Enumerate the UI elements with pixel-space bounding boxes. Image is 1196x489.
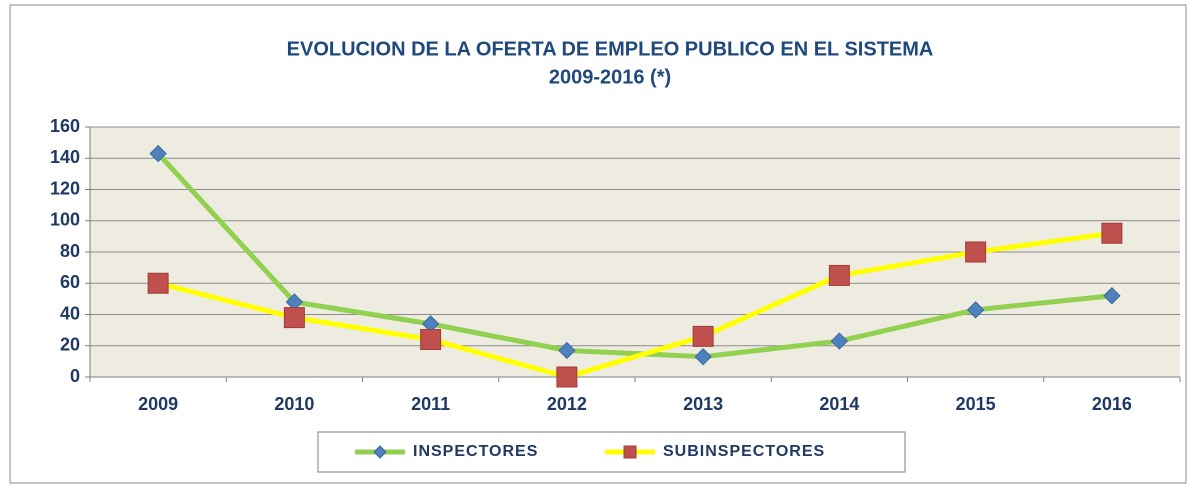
chart-title: EVOLUCION DE LA OFERTA DE EMPLEO PUBLICO… [287,38,934,60]
y-tick-label: 40 [60,303,80,323]
marker [558,341,576,360]
marker [147,272,169,294]
y-tick-label: 120 [50,178,80,198]
marker [623,445,637,459]
x-tick-label: 2015 [956,394,996,414]
marker [1101,222,1123,244]
x-tick-label: 2009 [138,394,178,414]
y-tick-label: 20 [60,335,80,355]
x-tick-label: 2011 [411,394,450,414]
series-line [157,230,1113,380]
marker [965,241,987,263]
x-tick-label: 2014 [819,394,859,414]
y-tick-label: 160 [50,116,80,136]
x-tick-label: 2013 [683,394,723,414]
x-tick-label: 2012 [547,394,587,414]
legend-label: INSPECTORES [413,443,538,460]
legend-label: SUBINSPECTORES [663,443,825,460]
chart-subtitle: 2009-2016 (*) [549,66,671,88]
marker [556,366,578,388]
marker [694,347,712,366]
y-tick-label: 80 [60,241,80,261]
y-tick-label: 140 [50,147,80,167]
marker [283,307,305,329]
x-tick-label: 2010 [274,394,314,414]
marker [692,325,714,347]
marker [966,301,985,319]
y-tick-label: 100 [50,210,80,230]
marker [149,144,167,163]
marker [373,445,387,459]
series-line [156,151,1113,360]
y-tick-label: 60 [60,272,80,292]
marker [828,264,850,286]
y-tick-label: 0 [70,366,80,386]
marker [1103,287,1121,305]
marker [420,329,442,350]
marker [830,332,849,350]
x-tick-label: 2016 [1092,394,1132,414]
